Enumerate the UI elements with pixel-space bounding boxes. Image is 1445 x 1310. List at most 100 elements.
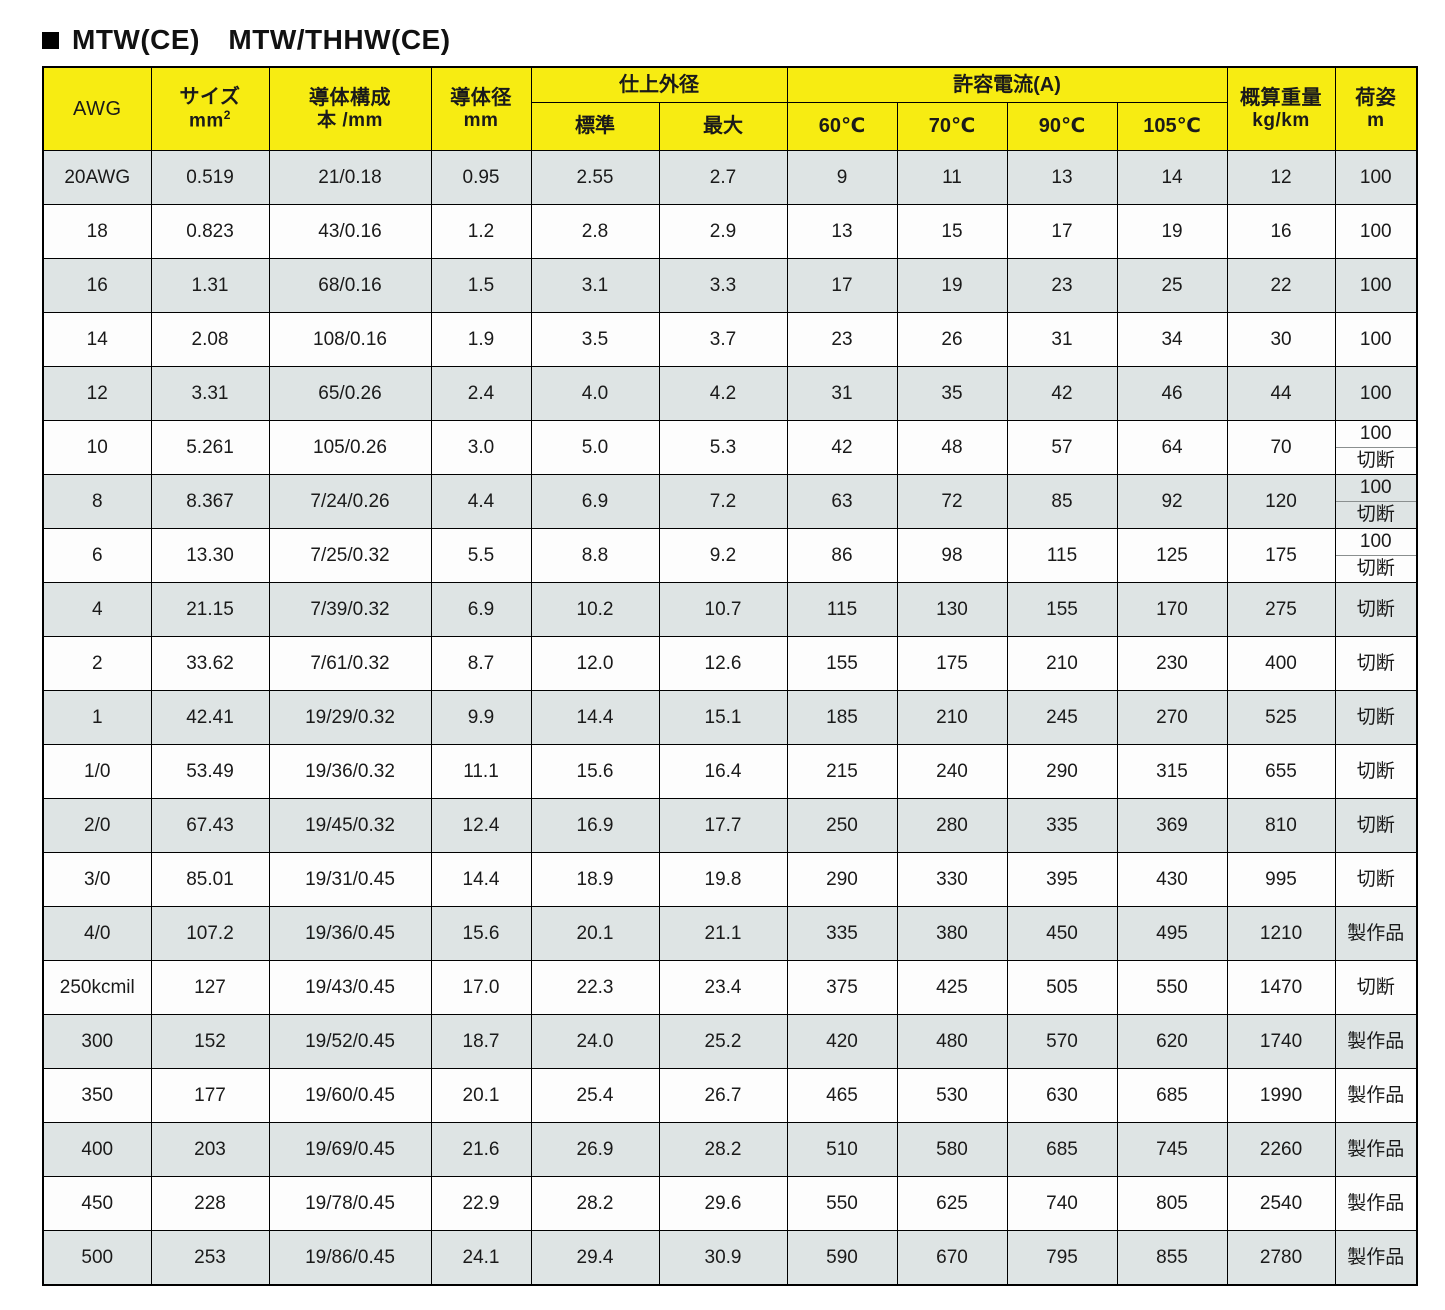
col-header-temp-70: 70℃ (896, 102, 1008, 151)
col-header-outer-maximum: 最大 (658, 102, 788, 151)
cell-outer-standard: 18.9 (530, 852, 660, 907)
cell-ampacity-90: 85 (1006, 474, 1118, 529)
table-row: 300 152 19/52/0.45 18.7 24.0 25.2 420 480 570 620… (42, 1014, 1418, 1069)
cell-ampacity-70: 35 (896, 366, 1008, 421)
cell-awg: 300 (42, 1014, 152, 1069)
cell-packaging: 100 (1334, 204, 1418, 259)
cell-awg: 350 (42, 1068, 152, 1123)
table-body: 20AWG 0.519 21/0.18 0.95 2.55 2.7 9 11 13 14 12 100… (42, 150, 1418, 1286)
cell-ampacity-90: 740 (1006, 1176, 1118, 1231)
cell-ampacity-90: 57 (1006, 420, 1118, 475)
cell-ampacity-105: 805 (1116, 1176, 1228, 1231)
cell-ampacity-105: 230 (1116, 636, 1228, 691)
col-header-conductor-construction: 導体構成 本 /mm (268, 66, 432, 151)
cell-size: 8.367 (150, 474, 270, 529)
cell-ampacity-60: 9 (786, 150, 898, 205)
cell-ampacity-105: 19 (1116, 204, 1228, 259)
cell-ampacity-60: 13 (786, 204, 898, 259)
cell-outer-maximum: 19.8 (658, 852, 788, 907)
cell-outer-standard: 16.9 (530, 798, 660, 853)
cell-packaging: 100 切断 (1334, 474, 1418, 529)
cell-weight: 30 (1226, 312, 1336, 367)
cell-packaging-secondary: 切断 (1356, 504, 1395, 525)
table-row: 8 8.367 7/24/0.26 4.4 6.9 7.2 63 72 85 92 120 100 切断 (42, 474, 1418, 529)
cell-ampacity-90: 685 (1006, 1122, 1118, 1177)
cell-ampacity-90: 17 (1006, 204, 1118, 259)
cell-outer-standard: 14.4 (530, 690, 660, 745)
table-row: 12 3.31 65/0.26 2.4 4.0 4.2 31 35 42 46 44 100 (42, 366, 1418, 421)
cell-awg: 6 (42, 528, 152, 583)
cell-ampacity-90: 450 (1006, 906, 1118, 961)
cell-conductor: 21/0.18 (268, 150, 432, 205)
col-header-outer-standard: 標準 (530, 102, 660, 151)
cell-outer-standard: 24.0 (530, 1014, 660, 1069)
cell-diameter: 11.1 (430, 744, 532, 799)
col-header-temp-90: 90℃ (1006, 102, 1118, 151)
cell-conductor: 19/60/0.45 (268, 1068, 432, 1123)
cell-ampacity-60: 31 (786, 366, 898, 421)
cell-ampacity-105: 495 (1116, 906, 1228, 961)
cell-size: 21.15 (150, 582, 270, 637)
cell-weight: 70 (1226, 420, 1336, 475)
cell-awg: 12 (42, 366, 152, 421)
cell-ampacity-90: 335 (1006, 798, 1118, 853)
cell-ampacity-70: 15 (896, 204, 1008, 259)
cell-conductor: 19/36/0.45 (268, 906, 432, 961)
cell-ampacity-90: 155 (1006, 582, 1118, 637)
cell-outer-standard: 20.1 (530, 906, 660, 961)
cell-outer-maximum: 30.9 (658, 1230, 788, 1286)
cell-diameter: 0.95 (430, 150, 532, 205)
cell-outer-standard: 3.1 (530, 258, 660, 313)
cell-ampacity-70: 26 (896, 312, 1008, 367)
table-row: 14 2.08 108/0.16 1.9 3.5 3.7 23 26 31 34 30 100 (42, 312, 1418, 367)
cell-packaging: 100 (1334, 150, 1418, 205)
col-header-temp-105: 105℃ (1116, 102, 1228, 151)
cell-outer-maximum: 10.7 (658, 582, 788, 637)
cell-ampacity-90: 290 (1006, 744, 1118, 799)
cell-ampacity-70: 98 (896, 528, 1008, 583)
cell-packaging: 切断 (1334, 636, 1418, 691)
table-row: 4/0 107.2 19/36/0.45 15.6 20.1 21.1 335 380 450 4… (42, 906, 1418, 961)
cell-awg: 500 (42, 1230, 152, 1286)
cell-awg: 3/0 (42, 852, 152, 907)
cell-ampacity-70: 175 (896, 636, 1008, 691)
cell-ampacity-70: 130 (896, 582, 1008, 637)
cell-ampacity-105: 550 (1116, 960, 1228, 1015)
col-header-outer-diameter-group: 仕上外径 (530, 66, 788, 103)
cell-packaging: 製作品 (1334, 1230, 1418, 1286)
table-row: 3/0 85.01 19/31/0.45 14.4 18.9 19.8 290 330 395 4… (42, 852, 1418, 907)
table-row: 2 33.62 7/61/0.32 8.7 12.0 12.6 155 175 210 230 40… (42, 636, 1418, 691)
table-row: 400 203 19/69/0.45 21.6 26.9 28.2 510 580 685 745… (42, 1122, 1418, 1177)
cell-ampacity-60: 17 (786, 258, 898, 313)
cell-ampacity-60: 375 (786, 960, 898, 1015)
cell-ampacity-90: 13 (1006, 150, 1118, 205)
col-header-awg: AWG (42, 66, 152, 151)
cell-awg: 2/0 (42, 798, 152, 853)
cell-packaging: 100 (1334, 312, 1418, 367)
cell-ampacity-105: 14 (1116, 150, 1228, 205)
cell-awg: 4 (42, 582, 152, 637)
cell-diameter: 2.4 (430, 366, 532, 421)
col-header-packaging: 荷姿 m (1334, 66, 1418, 151)
cell-packaging: 切断 (1334, 744, 1418, 799)
cell-size: 127 (150, 960, 270, 1015)
col-header-temp-60: 60℃ (786, 102, 898, 151)
cell-packaging: 製作品 (1334, 1014, 1418, 1069)
table-row: 4 21.15 7/39/0.32 6.9 10.2 10.7 115 130 155 170 27… (42, 582, 1418, 637)
cell-diameter: 14.4 (430, 852, 532, 907)
cell-outer-maximum: 4.2 (658, 366, 788, 421)
cell-size: 0.519 (150, 150, 270, 205)
cell-ampacity-60: 290 (786, 852, 898, 907)
cell-outer-standard: 25.4 (530, 1068, 660, 1123)
cell-ampacity-60: 86 (786, 528, 898, 583)
table-row: 20AWG 0.519 21/0.18 0.95 2.55 2.7 9 11 13 14 12 100 (42, 150, 1418, 205)
cell-ampacity-90: 570 (1006, 1014, 1118, 1069)
cell-size: 177 (150, 1068, 270, 1123)
cell-outer-standard: 12.0 (530, 636, 660, 691)
cell-packaging-primary: 100 (1335, 421, 1417, 448)
cell-ampacity-90: 630 (1006, 1068, 1118, 1123)
cell-outer-maximum: 2.9 (658, 204, 788, 259)
cell-outer-maximum: 15.1 (658, 690, 788, 745)
cell-ampacity-70: 48 (896, 420, 1008, 475)
table-row: 250kcmil 127 19/43/0.45 17.0 22.3 23.4 375 425 5… (42, 960, 1418, 1015)
